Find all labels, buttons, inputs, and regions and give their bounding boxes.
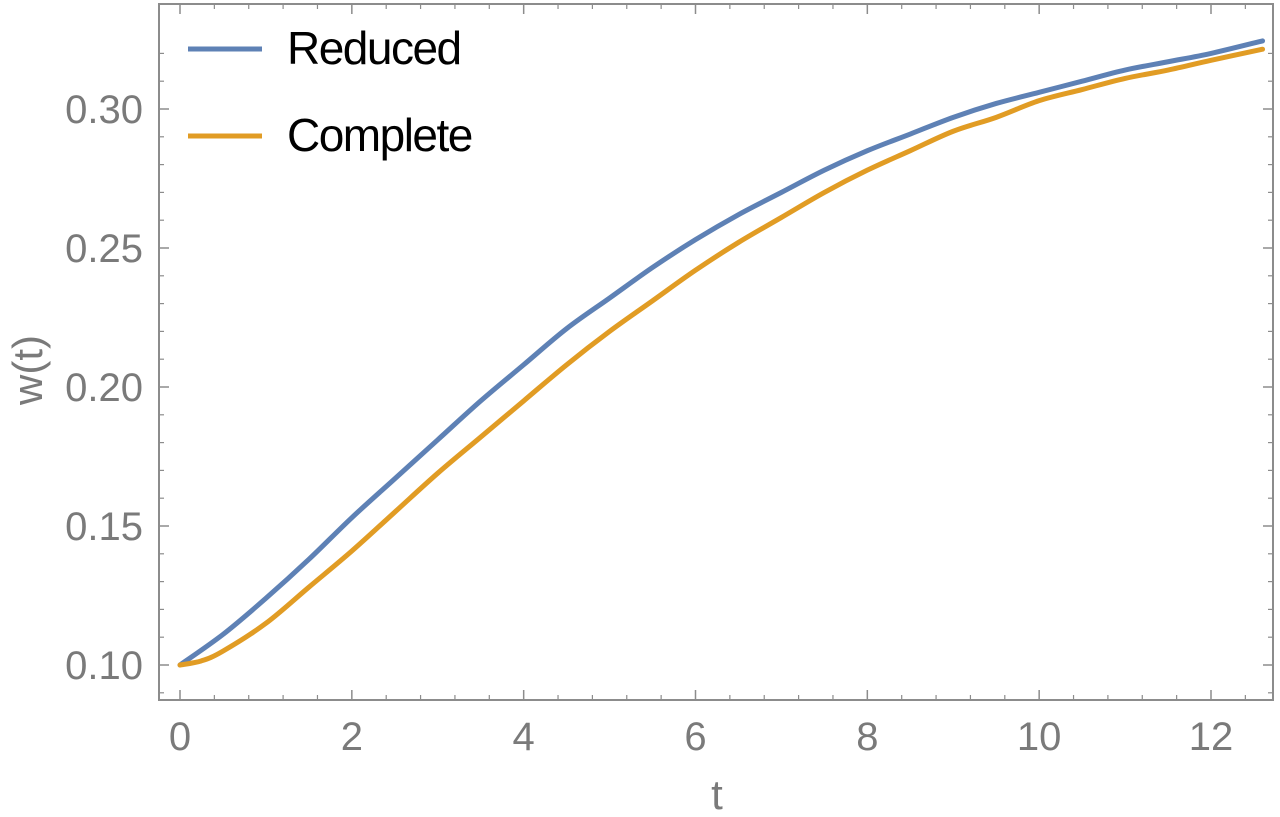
series-line-complete: [177, 46, 1266, 668]
plot-frame: [158, 3, 1274, 701]
x-tick-label: 8: [856, 715, 878, 759]
minor-ticks: [159, 4, 1273, 700]
legend: Reduced Complete: [188, 22, 473, 161]
y-axis-title: w(t): [4, 335, 51, 406]
x-tick-labels: 0 2 4 6 8 10 12: [169, 715, 1233, 759]
y-tick-labels: 0.10 0.15 0.20 0.25 0.30: [65, 88, 143, 688]
major-ticks: [159, 4, 1273, 700]
x-tick-label: 10: [1017, 715, 1062, 759]
x-tick-label: 12: [1189, 715, 1234, 759]
x-tick-label: 6: [684, 715, 706, 759]
x-tick-label: 0: [169, 715, 191, 759]
x-tick-label: 2: [341, 715, 363, 759]
x-tick-label: 4: [513, 715, 535, 759]
y-tick-label: 0.20: [65, 366, 143, 410]
series-lines: [177, 38, 1266, 668]
legend-label-reduced: Reduced: [287, 22, 461, 74]
legend-label-complete: Complete: [287, 109, 472, 161]
y-tick-label: 0.30: [65, 88, 143, 132]
x-axis-title: t: [711, 771, 723, 817]
y-tick-label: 0.25: [65, 227, 143, 271]
series-line-reduced: [177, 38, 1266, 668]
y-tick-label: 0.15: [65, 505, 143, 549]
y-tick-label: 0.10: [65, 644, 143, 688]
